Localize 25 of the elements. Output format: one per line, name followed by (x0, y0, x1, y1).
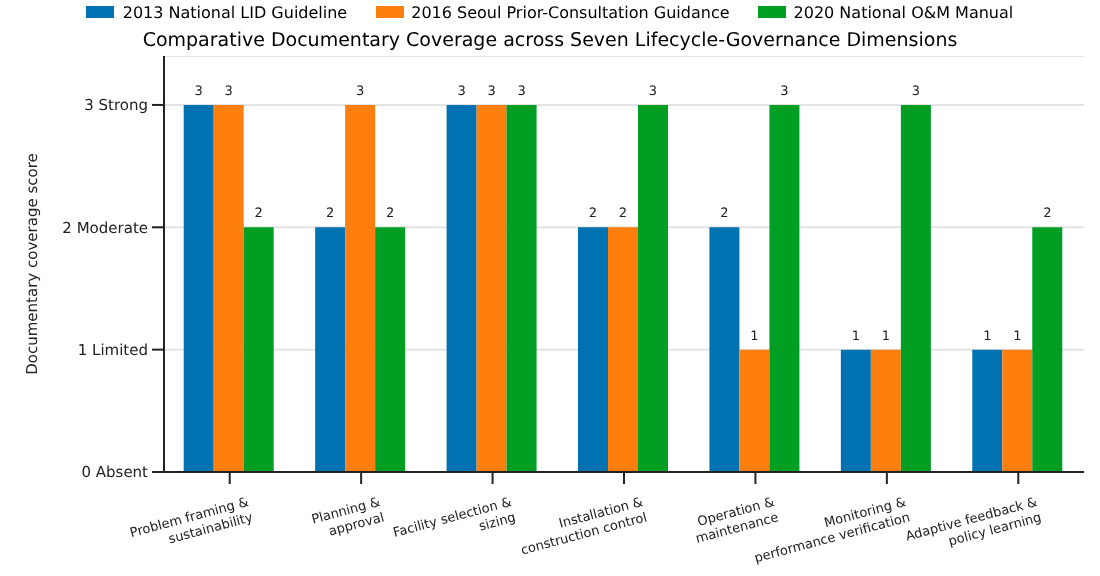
bar (709, 227, 740, 472)
bar (1032, 227, 1063, 472)
legend-label: 2016 Seoul Prior-Consultation Guidance (411, 3, 730, 21)
legend-label: 2020 National O&M Manual (793, 3, 1014, 21)
bar (446, 104, 477, 472)
bar (506, 104, 537, 472)
bar (578, 227, 608, 472)
bar (608, 227, 638, 472)
bar (638, 104, 668, 472)
bar (183, 104, 214, 472)
bar (769, 104, 800, 472)
bar (972, 349, 1003, 472)
bar (375, 227, 406, 472)
bar (213, 104, 244, 472)
chart-title: Comparative Documentary Coverage across Seven Lifecycle-Governance Dimensions (140, 30, 960, 56)
bar (739, 349, 770, 472)
bar (345, 104, 376, 472)
bar (870, 349, 901, 472)
bar (840, 349, 871, 472)
legend-label: 2013 National LID Guideline (122, 3, 348, 21)
bar (243, 227, 274, 472)
bar (1002, 349, 1033, 472)
bar (900, 104, 931, 472)
bar (476, 104, 507, 472)
bar (315, 227, 346, 472)
